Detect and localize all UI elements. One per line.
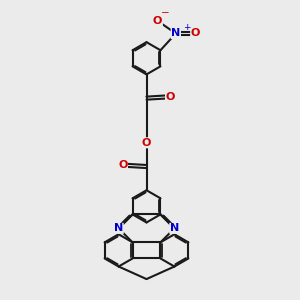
Text: O: O — [191, 28, 200, 38]
Text: N: N — [170, 224, 179, 233]
Text: N: N — [171, 28, 180, 38]
Text: +: + — [183, 23, 190, 32]
Text: O: O — [118, 160, 128, 170]
Text: O: O — [166, 92, 175, 102]
Text: N: N — [114, 224, 123, 233]
Text: O: O — [153, 16, 162, 26]
Text: O: O — [142, 138, 151, 148]
Text: −: − — [161, 8, 170, 18]
